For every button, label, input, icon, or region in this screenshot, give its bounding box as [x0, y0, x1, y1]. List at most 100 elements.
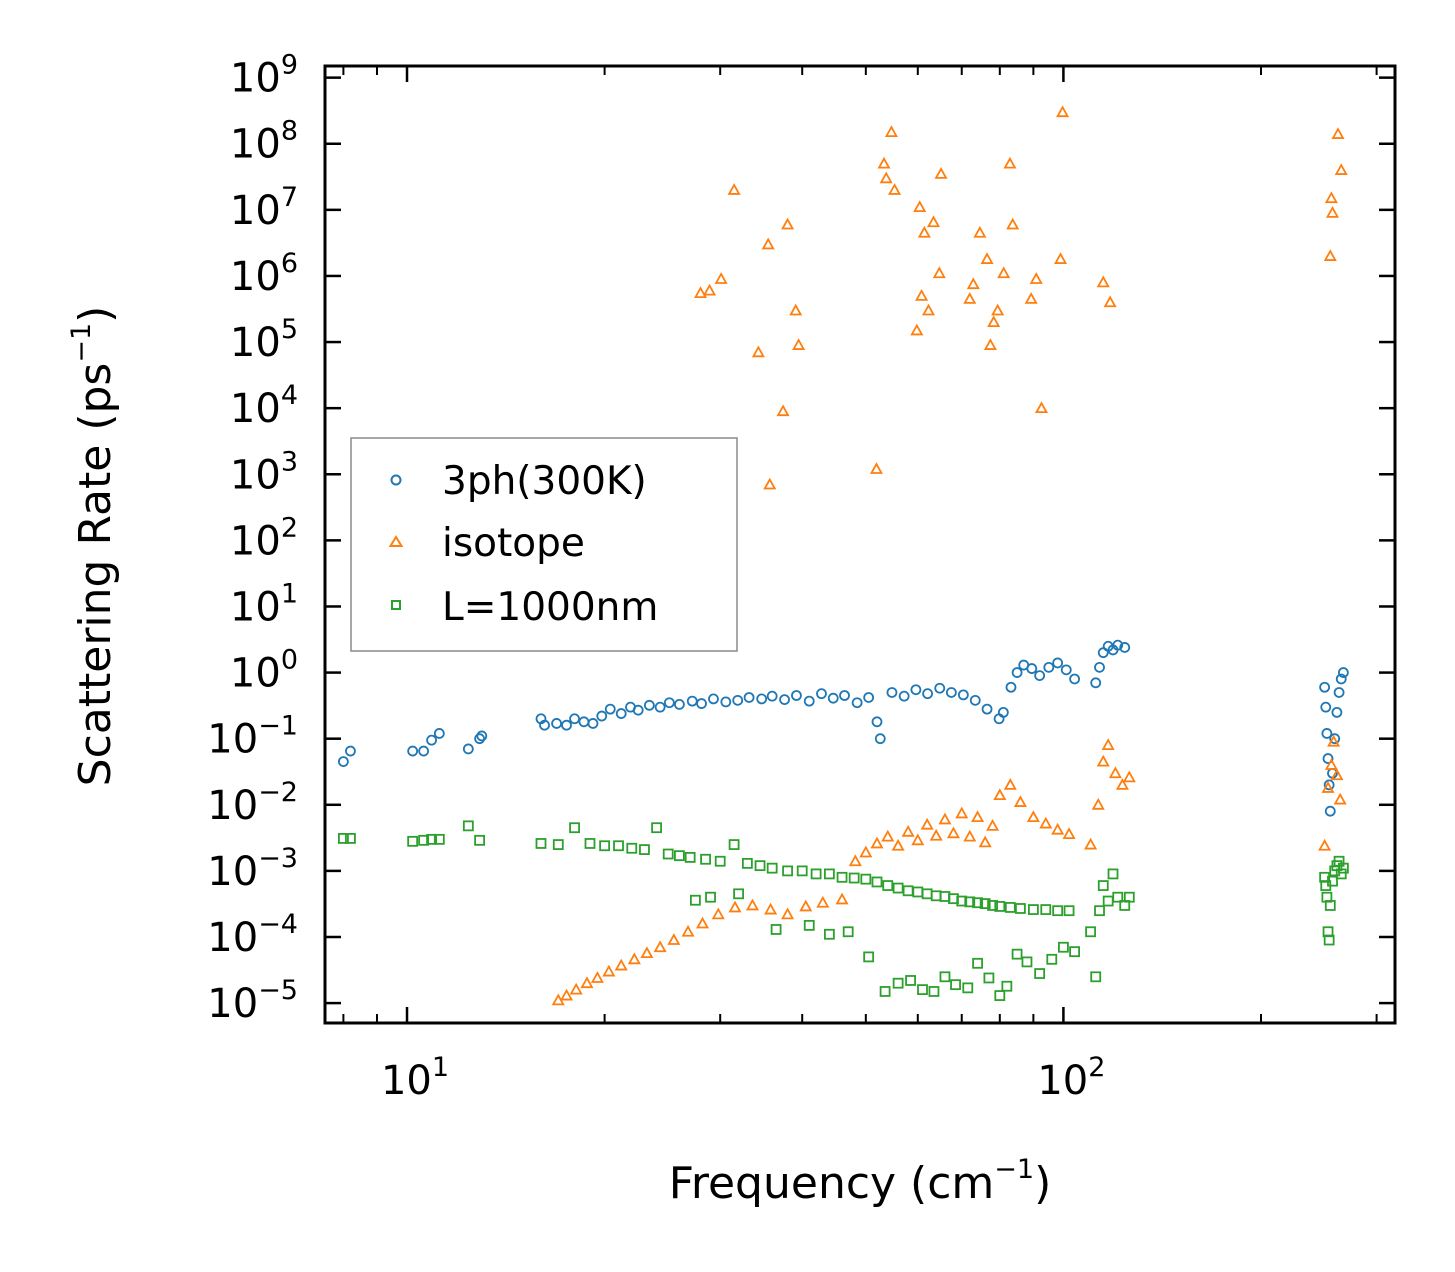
- point-triangle-1-5: [761, 237, 775, 250]
- point-square-2-23: [741, 857, 753, 869]
- point-triangle-1-43: [1325, 206, 1340, 218]
- point-triangle-1-30: [991, 303, 1005, 316]
- point-square-2-55: [705, 891, 716, 903]
- point-circle-0-60: [1052, 657, 1064, 669]
- y-tick-label: 10−5: [207, 975, 298, 1027]
- y-tick-label: 102: [230, 512, 298, 564]
- point-square-2-74: [1011, 948, 1023, 960]
- point-triangle-1-89: [1062, 827, 1076, 840]
- y-tick-label: 10−2: [207, 777, 298, 829]
- point-triangle-1-59: [711, 907, 725, 920]
- point-triangle-1-22: [932, 266, 946, 279]
- point-triangle-1-12: [877, 156, 891, 169]
- point-triangle-1-45: [1334, 163, 1348, 175]
- point-triangle-1-44: [1331, 127, 1345, 139]
- point-triangle-1-79: [963, 829, 977, 842]
- point-triangle-1-97: [1318, 838, 1332, 851]
- point-square-2-6: [462, 820, 474, 832]
- point-circle-0-74: [1323, 779, 1335, 791]
- point-square-2-62: [879, 986, 891, 997]
- point-triangle-1-71: [891, 838, 905, 851]
- point-triangle-1-26: [973, 225, 987, 238]
- point-circle-0-38: [839, 690, 850, 701]
- y-tick-label: 109: [230, 50, 298, 102]
- point-square-2-75: [1021, 956, 1033, 968]
- point-triangle-1-11: [869, 462, 883, 474]
- point-triangle-1-25: [966, 277, 980, 290]
- legend-frame: [350, 437, 738, 652]
- point-triangle-1-6: [763, 477, 777, 490]
- point-triangle-1-63: [781, 907, 795, 920]
- point-triangle-1-56: [667, 933, 681, 945]
- point-square-2-63: [892, 977, 904, 989]
- point-triangle-1-66: [835, 892, 849, 905]
- legend-marker-3ph: [390, 474, 402, 486]
- point-circle-0-71: [1320, 701, 1332, 713]
- point-square-2-79: [1069, 946, 1080, 958]
- point-triangle-1-77: [946, 826, 961, 839]
- x-tick-label: 102: [1037, 1052, 1105, 1104]
- point-triangle-1-24: [963, 292, 977, 304]
- point-square-2-49: [1015, 903, 1026, 914]
- point-square-2-3: [418, 834, 430, 846]
- point-square-2-18: [674, 850, 685, 862]
- point-circle-0-10: [539, 719, 550, 731]
- point-triangle-1-1: [703, 283, 717, 296]
- point-circle-0-12: [561, 719, 572, 731]
- point-square-2-99: [1335, 868, 1347, 880]
- point-square-2-64: [905, 975, 916, 986]
- point-circle-0-41: [871, 716, 883, 728]
- point-triangle-1-31: [997, 266, 1011, 279]
- point-square-2-9: [552, 839, 564, 850]
- point-circle-0-42: [874, 733, 886, 745]
- point-square-2-68: [950, 979, 961, 991]
- point-square-2-69: [962, 982, 974, 994]
- point-triangle-1-72: [901, 824, 915, 837]
- point-circle-0-30: [743, 692, 755, 703]
- y-axis-label: Scattering Rate (ps−1): [66, 306, 121, 787]
- point-square-2-100: [1337, 862, 1349, 874]
- y-tick-label: 105: [230, 314, 298, 366]
- point-square-2-22: [728, 839, 740, 850]
- point-triangle-1-100: [1327, 734, 1341, 747]
- point-square-2-52: [1052, 905, 1064, 917]
- point-circle-0-72: [1321, 728, 1333, 739]
- point-circle-0-0: [337, 756, 349, 768]
- point-triangle-1-17: [913, 200, 927, 213]
- point-triangle-1-21: [926, 215, 941, 228]
- point-square-2-70: [972, 957, 983, 969]
- point-square-2-15: [639, 844, 650, 855]
- point-circle-0-47: [934, 682, 946, 694]
- y-tick-label: 101: [230, 578, 298, 630]
- y-tick-label: 106: [230, 248, 298, 300]
- point-circle-0-44: [898, 690, 910, 702]
- point-triangle-1-4: [751, 345, 765, 358]
- point-circle-0-36: [816, 688, 827, 700]
- point-circle-0-63: [1090, 677, 1102, 689]
- point-square-2-21: [714, 855, 726, 867]
- point-square-2-19: [684, 851, 696, 863]
- point-square-2-88: [1123, 891, 1135, 903]
- point-square-2-2: [407, 835, 419, 847]
- point-triangle-1-87: [1039, 816, 1053, 829]
- point-triangle-1-29: [987, 315, 1001, 328]
- point-triangle-1-54: [640, 946, 654, 959]
- point-triangle-1-90: [1084, 837, 1098, 850]
- point-square-2-47: [994, 901, 1006, 912]
- legend-label-3ph: 3ph(300K): [442, 459, 647, 504]
- point-triangle-1-53: [627, 952, 641, 965]
- point-triangle-1-74: [920, 817, 934, 830]
- point-square-2-35: [892, 882, 904, 894]
- point-square-2-26: [782, 865, 793, 877]
- x-tick-label: 101: [381, 1052, 449, 1104]
- point-square-2-12: [599, 840, 611, 852]
- y-tick-label: 10−4: [207, 909, 298, 961]
- point-circle-0-2: [407, 745, 419, 757]
- point-circle-0-15: [587, 718, 599, 729]
- point-square-2-42: [956, 895, 968, 907]
- point-square-2-86: [1112, 891, 1124, 903]
- point-circle-0-5: [433, 728, 445, 739]
- point-circle-0-17: [604, 703, 616, 715]
- point-square-2-0: [337, 833, 349, 844]
- point-circle-0-43: [886, 687, 898, 698]
